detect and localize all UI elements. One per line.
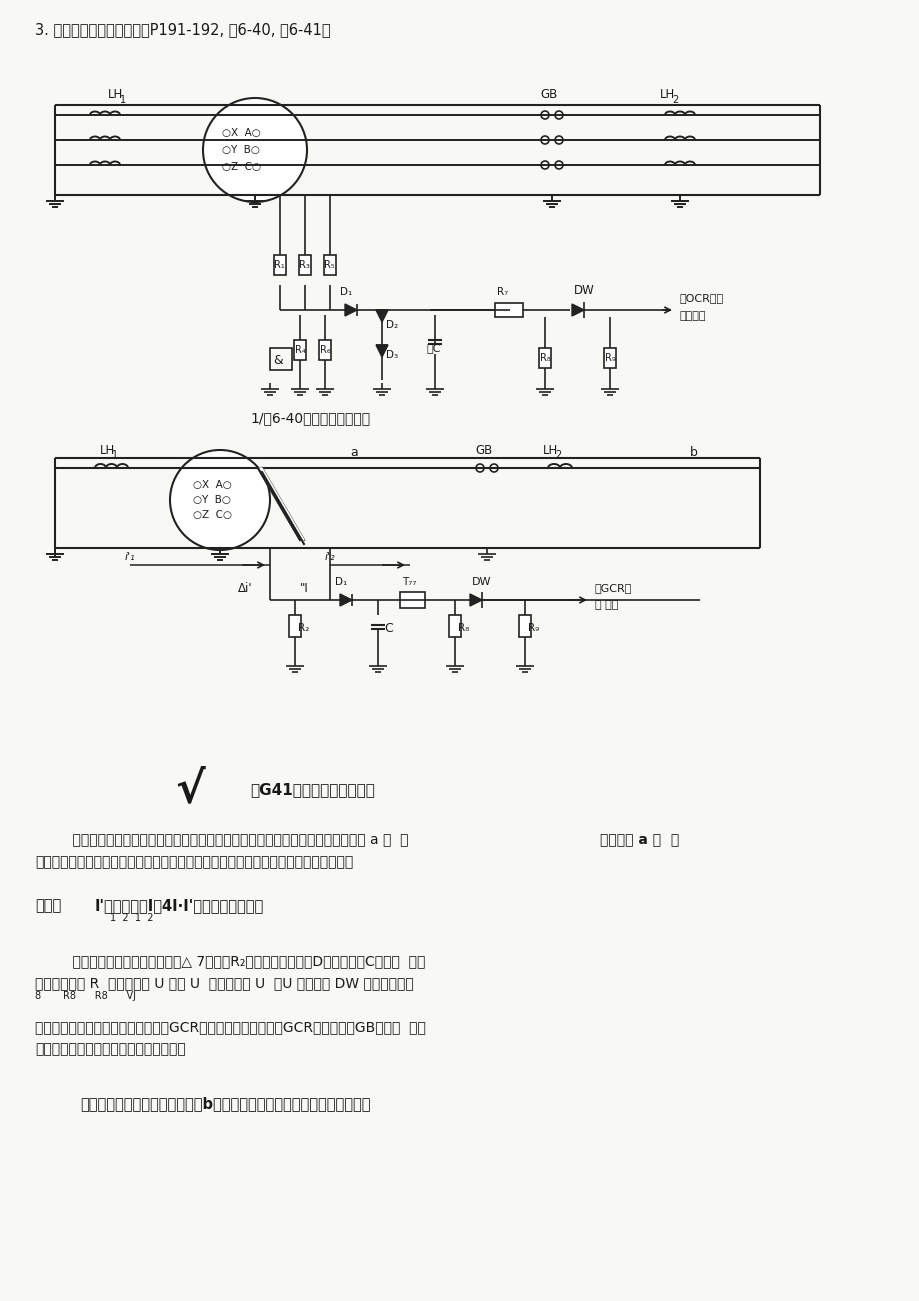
Text: b: b [689,445,698,458]
Text: i'₁: i'₁ [125,552,135,562]
Bar [269,347,291,369]
Text: 当发电机内部或电流互感器之间的馈电线发生相与相或相与地短路时，如短路点 a 对  地: 当发电机内部或电流互感器之间的馈电线发生相与相或相与地短路时，如短路点 a 对 … [55,833,408,847]
Text: D₁: D₁ [335,578,346,587]
Polygon shape [257,468,303,540]
Bar [539,347,550,368]
Text: 1  2  1  2: 1 2 1 2 [110,913,153,922]
Text: 3. 差动保护电路工作原理（P191-192, 图6-40, 图6-41）: 3. 差动保护电路工作原理（P191-192, 图6-40, 图6-41） [35,22,330,38]
Text: 至OCR故障: 至OCR故障 [679,293,723,303]
Bar [494,303,522,317]
Text: GB: GB [474,444,492,457]
Polygon shape [376,310,388,323]
Text: 障 信号: 障 信号 [595,600,618,610]
Text: 2: 2 [554,450,561,461]
Text: ○Y  B○: ○Y B○ [193,494,231,505]
Text: &: & [273,354,282,367]
Text: 8       R8      R8      VJ: 8 R8 R8 VJ [35,991,136,1000]
Text: D₁: D₁ [340,288,352,297]
Polygon shape [345,304,357,316]
Text: 2: 2 [671,95,677,105]
Text: R₇: R₇ [496,288,507,297]
Text: 1/图6-40典型差动保护电路: 1/图6-40典型差动保护电路 [250,411,369,425]
Text: 如短路点 a 对  地: 如短路点 a 对 地 [599,833,678,847]
Bar [319,340,331,360]
Bar [400,592,425,608]
Text: i'₂: i'₂ [324,552,335,562]
Text: 发生短路，则将流过一短路电流，于是短路点两侧的电流的大小和相位一般都不相等，: 发生短路，则将流过一短路电流，于是短路点两侧的电流的大小和相位一般都不相等， [35,855,353,869]
Text: R₈: R₈ [539,353,550,363]
Text: DW: DW [573,284,594,297]
Text: 催号放大: 催号放大 [679,311,706,321]
Text: 图G41差动保护简化原理图: 图G41差动保护简化原理图 [250,782,374,798]
Polygon shape [572,304,584,316]
Text: 至GCR故: 至GCR故 [595,583,631,593]
Text: R₆: R₆ [320,345,331,355]
Text: 障发电机励磁电路和输出电路迅速断开。: 障发电机励磁电路和输出电路迅速断开。 [35,1042,186,1056]
Text: 于是，: 于是， [35,899,62,913]
Text: R₈: R₈ [458,623,469,634]
Text: ○Z  C○: ○Z C○ [221,163,261,172]
Text: "I: "I [300,582,309,595]
Text: 1: 1 [119,95,126,105]
Text: LH: LH [100,444,115,457]
Text: D₂: D₂ [386,320,398,330]
Text: a: a [349,445,357,458]
Polygon shape [340,595,352,606]
Bar [274,255,286,275]
Text: LH: LH [659,88,675,101]
Text: T₇₇: T₇₇ [402,578,416,587]
Text: 宁C: 宁C [426,343,441,353]
Circle shape [170,450,269,550]
Bar [323,255,335,275]
Text: ○X  A○: ○X A○ [221,127,260,138]
Text: R₄: R₄ [295,345,305,355]
Polygon shape [376,345,388,356]
Text: I'将不再等于I，4I·I'为一个较大的值。: I'将不再等于I，4I·I'为一个较大的值。 [95,899,264,913]
Text: R₃: R₃ [299,260,310,271]
Text: C: C [383,622,392,635]
Text: D₃: D₃ [386,350,398,360]
Bar [448,615,460,637]
Text: ○X  A○: ○X A○ [193,480,232,490]
Bar [518,615,530,637]
Bar [604,347,616,368]
Circle shape [203,98,307,202]
Text: DW: DW [471,578,491,587]
Text: R₅: R₅ [323,260,335,271]
Text: LH: LH [108,88,123,101]
Text: 分压后在电阻 R  上产生电压 U ，当 U  大于鉴压值 U  （U 为稳压管 DW 的击穿电压）: 分压后在电阻 R 上产生电压 U ，当 U 大于鉴压值 U （U 为稳压管 DW… [35,976,414,990]
Text: GB: GB [539,88,557,101]
Bar [289,615,301,637]
Polygon shape [470,595,482,606]
Bar [294,340,306,360]
Text: 时，将发出差动保护故障信号，经过GCR故障信号放大器去断开GCR，然后断开GB，从而  将故: 时，将发出差动保护故障信号，经过GCR故障信号放大器去断开GCR，然后断开GB，… [35,1020,425,1034]
Text: Δi': Δi' [238,582,253,595]
Text: √: √ [175,769,204,812]
Text: ○Z  C○: ○Z C○ [193,510,232,520]
Text: LH: LH [542,444,558,457]
Text: R₂: R₂ [298,623,309,634]
Text: ○Y  B○: ○Y B○ [221,144,259,155]
Text: 若短路故障发生在保护区以外的b点，则差动保护电路不会输出故障信号。: 若短路故障发生在保护区以外的b点，则差动保护电路不会输出故障信号。 [80,1097,370,1111]
Text: R₉: R₉ [528,623,539,634]
Text: R₁: R₁ [274,260,285,271]
Bar [299,255,311,275]
Text: 1: 1 [112,450,118,461]
Text: R₉: R₉ [605,353,615,363]
Text: 当短路电流达到一定数值时，△ 7在电阻R₂上的压降经二极管D整流，电容C滤波，  再经: 当短路电流达到一定数值时，△ 7在电阻R₂上的压降经二极管D整流，电容C滤波， … [55,954,425,968]
